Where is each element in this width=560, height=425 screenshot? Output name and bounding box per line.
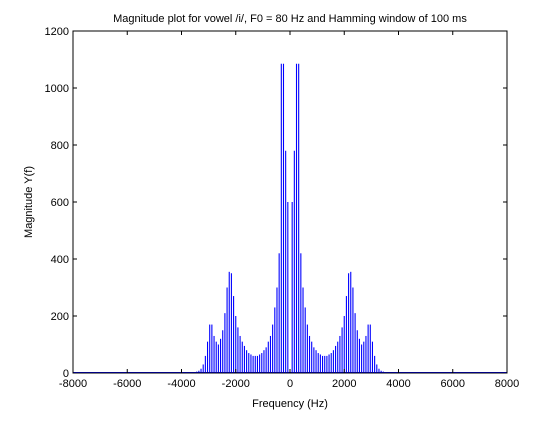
x-axis-label: Frequency (Hz) xyxy=(252,398,328,410)
x-tick-label: -8000 xyxy=(59,378,87,390)
x-tick-label: 0 xyxy=(287,378,293,390)
x-tick-label: 4000 xyxy=(386,378,410,390)
y-tick-label: 1200 xyxy=(45,26,69,38)
y-tick-label: 800 xyxy=(51,140,69,152)
x-tick-label: -4000 xyxy=(167,378,195,390)
y-tick-label: 1000 xyxy=(45,83,69,95)
x-tick-label: 6000 xyxy=(441,378,465,390)
y-tick-label: 0 xyxy=(63,368,69,380)
x-tick-label: 2000 xyxy=(332,378,356,390)
y-tick-label: 200 xyxy=(51,311,69,323)
y-tick-label: 400 xyxy=(51,254,69,266)
x-tick-label: 8000 xyxy=(495,378,519,390)
x-tick-label: -2000 xyxy=(222,378,250,390)
x-tick-label: -6000 xyxy=(113,378,141,390)
y-axis-label: Magnitude Y(f) xyxy=(23,166,35,238)
y-tick-label: 600 xyxy=(51,197,69,209)
ticks-layer: -8000 -6000 -4000 -2000 0 2000 4000 6000 8000 0 20… xyxy=(45,26,520,390)
chart-title: Magnitude plot for vowel /i/, F0 = 80 Hz… xyxy=(113,13,467,25)
